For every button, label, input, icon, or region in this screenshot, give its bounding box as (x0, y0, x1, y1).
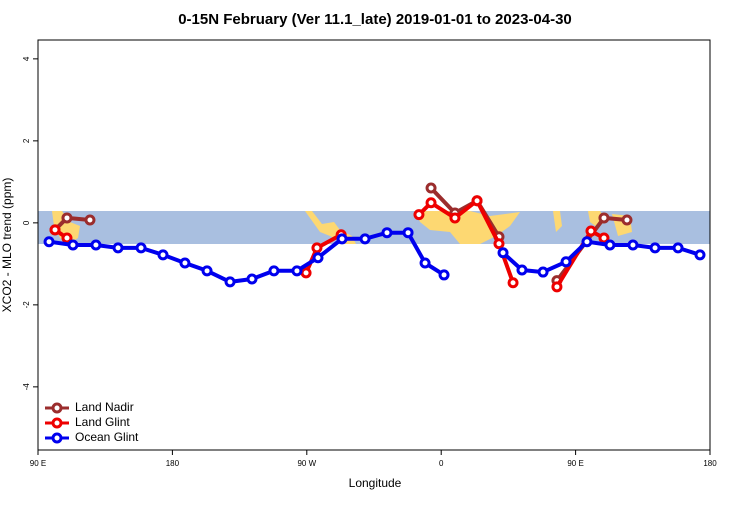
legend-label: Land Nadir (75, 400, 134, 414)
data-point (471, 195, 483, 207)
x-tick-label: 180 (703, 459, 717, 468)
data-point (425, 182, 437, 194)
data-point (179, 257, 191, 269)
data-point (560, 256, 572, 268)
data-point (291, 265, 303, 277)
data-point (381, 227, 393, 239)
data-point (84, 214, 96, 226)
data-point (402, 227, 414, 239)
legend-swatch-marker (51, 432, 63, 444)
data-point (135, 242, 147, 254)
x-tick-label: 90 E (567, 459, 583, 468)
y-tick-label: -4 (22, 383, 31, 391)
data-point (413, 209, 425, 221)
data-point (419, 257, 431, 269)
data-point (112, 242, 124, 254)
legend-label: Ocean Glint (75, 430, 139, 444)
data-point (312, 252, 324, 264)
data-point (604, 239, 616, 251)
data-point (449, 212, 461, 224)
data-point (551, 281, 563, 293)
data-point (627, 239, 639, 251)
x-tick-label: 90 W (297, 459, 316, 468)
data-point (497, 247, 509, 259)
x-tick-label: 90 E (30, 459, 46, 468)
data-point (43, 236, 55, 248)
data-point (516, 264, 528, 276)
data-point (201, 265, 213, 277)
data-point (438, 269, 450, 281)
chart-title: 0-15N February (Ver 11.1_late) 2019-01-0… (178, 11, 572, 28)
data-point (694, 249, 706, 261)
data-point (300, 267, 312, 279)
y-axis-label: XCO2 - MLO trend (ppm) (0, 178, 14, 313)
data-point (598, 212, 610, 224)
data-point (246, 273, 258, 285)
y-tick-label: 2 (22, 138, 31, 143)
data-point (49, 224, 61, 236)
data-point (157, 249, 169, 261)
x-axis-label: Longitude (349, 476, 402, 490)
data-point (425, 197, 437, 209)
data-point (493, 238, 505, 250)
data-point (268, 265, 280, 277)
data-point (672, 242, 684, 254)
data-point (621, 214, 633, 226)
data-point (598, 232, 610, 244)
data-point (90, 239, 102, 251)
legend-label: Land Glint (75, 415, 130, 429)
data-point (507, 277, 519, 289)
data-point (67, 239, 79, 251)
y-tick-label: 0 (22, 220, 31, 225)
data-point (336, 233, 348, 245)
y-tick-label: 4 (22, 56, 31, 61)
data-point (61, 212, 73, 224)
data-point (537, 266, 549, 278)
data-point (581, 236, 593, 248)
x-tick-label: 0 (439, 459, 444, 468)
data-point (311, 242, 323, 254)
y-tick-label: -2 (22, 301, 31, 309)
data-point (61, 232, 73, 244)
data-point (649, 242, 661, 254)
plot-frame (37, 39, 711, 451)
data-point (585, 225, 597, 237)
x-tick-label: 180 (166, 459, 180, 468)
legend-swatch-marker (51, 417, 63, 429)
legend-swatch-marker (51, 402, 63, 414)
data-point (359, 233, 371, 245)
data-point (224, 276, 236, 288)
